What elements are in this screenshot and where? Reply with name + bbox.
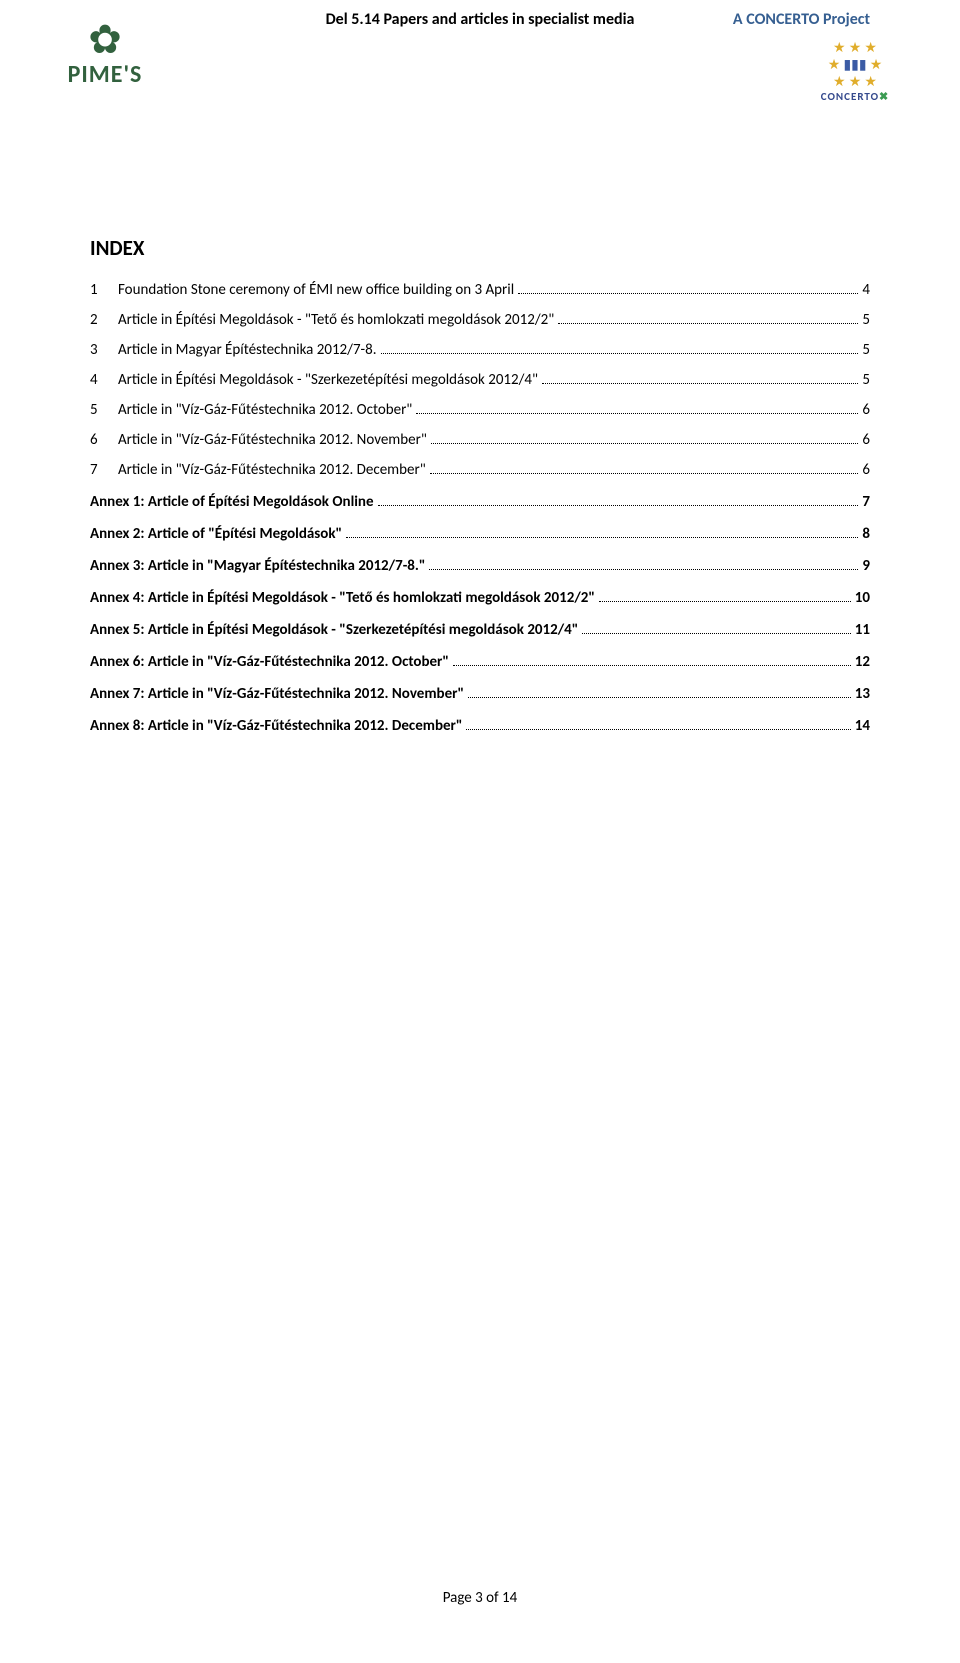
toc-number: 2 [90,311,118,329]
buildings-icon: ▮▮▮ [843,56,866,73]
pimes-logo: ✿ PIME'S [50,20,160,89]
toc-number: 3 [90,341,118,359]
toc-number: 4 [90,371,118,389]
page: Del 5.14 Papers and articles in speciali… [0,0,960,1663]
toc-label: Article in "Víz-Gáz-Fűtéstechnika 2012. … [118,401,412,419]
flower-icon: ✿ [50,20,160,60]
toc-page: 12 [855,653,870,671]
concerto-x-icon: ✖ [879,90,889,103]
toc-leader [582,633,850,634]
toc-page: 13 [855,685,870,703]
toc-label: Foundation Stone ceremony of ÉMI new off… [118,281,514,299]
concerto-word: CONCERTO [821,90,879,103]
toc-label: Annex 6: Article in "Víz-Gáz-Fűtéstechni… [90,653,449,671]
toc-number: 7 [90,461,118,479]
toc-label: Annex 8: Article in "Víz-Gáz-Fűtéstechni… [90,717,462,735]
toc-page: 14 [855,717,870,735]
toc-page: 6 [862,431,870,449]
toc-number: 5 [90,401,118,419]
toc-page: 8 [862,525,870,543]
header-right: A CONCERTO Project [733,10,870,29]
toc-entry: 4 Article in Építési Megoldások - "Szerk… [90,371,870,389]
toc-leader [429,569,858,570]
toc-leader [468,697,851,698]
toc-label: Annex 1: Article of Építési Megoldások O… [90,493,374,511]
toc-label: Annex 3: Article in "Magyar Építéstechni… [90,557,425,575]
toc-page: 6 [862,461,870,479]
toc-annex-entry: Annex 5: Article in Építési Megoldások -… [90,621,870,639]
toc-leader [558,323,858,324]
toc-label: Annex 2: Article of "Építési Megoldások" [90,525,342,543]
toc-label: Annex 5: Article in Építési Megoldások -… [90,621,578,639]
toc-label: Article in "Víz-Gáz-Fűtéstechnika 2012. … [118,431,427,449]
toc-entry: 7 Article in "Víz-Gáz-Fűtéstechnika 2012… [90,461,870,479]
content: INDEX 1 Foundation Stone ceremony of ÉMI… [90,0,870,735]
toc-label: Article in "Víz-Gáz-Fűtéstechnika 2012. … [118,461,426,479]
toc-label: Article in Építési Megoldások - "Szerkez… [118,371,538,389]
toc-annex-entry: Annex 8: Article in "Víz-Gáz-Fűtéstechni… [90,717,870,735]
page-footer: Page 3 of 14 [0,1589,960,1607]
toc-leader [453,665,851,666]
toc-page: 5 [862,371,870,389]
toc-entry: 3 Article in Magyar Építéstechnika 2012/… [90,341,870,359]
toc-entry: 1 Foundation Stone ceremony of ÉMI new o… [90,281,870,299]
toc-page: 11 [855,621,870,639]
toc-page: 7 [862,493,870,511]
toc-entry: 6 Article in "Víz-Gáz-Fűtéstechnika 2012… [90,431,870,449]
toc-leader [466,729,850,730]
pimes-logo-text: PIME'S [50,60,160,89]
toc-annex-entry: Annex 7: Article in "Víz-Gáz-Fűtéstechni… [90,685,870,703]
toc-entry: 2 Article in Építési Megoldások - "Tető … [90,311,870,329]
toc-leader [416,413,858,414]
toc-annex-entry: Annex 1: Article of Építési Megoldások O… [90,493,870,511]
toc-label: Article in Építési Megoldások - "Tető és… [118,311,554,329]
toc-page: 5 [862,341,870,359]
toc-leader [431,443,859,444]
toc-page: 6 [862,401,870,419]
toc-page: 5 [862,311,870,329]
toc-label: Article in Magyar Építéstechnika 2012/7-… [118,341,377,359]
toc-page: 9 [862,557,870,575]
toc-number: 6 [90,431,118,449]
toc-leader [518,293,858,294]
toc-number: 1 [90,281,118,299]
toc-leader [430,473,859,474]
toc-entry: 5 Article in "Víz-Gáz-Fűtéstechnika 2012… [90,401,870,419]
toc-page: 10 [855,589,870,607]
toc-leader [381,353,859,354]
toc-label: Annex 4: Article in Építési Megoldások -… [90,589,595,607]
stars-icon: ★ ★ ★★ ▮▮▮ ★★ ★ ★ [800,40,910,90]
toc-leader [378,505,859,506]
toc-label: Annex 7: Article in "Víz-Gáz-Fűtéstechni… [90,685,464,703]
concerto-logo: ★ ★ ★★ ▮▮▮ ★★ ★ ★ CONCERTO✖ [800,40,910,103]
toc-annex-entry: Annex 2: Article of "Építési Megoldások"… [90,525,870,543]
toc-page: 4 [862,281,870,299]
toc-annex-entry: Annex 3: Article in "Magyar Építéstechni… [90,557,870,575]
toc-annex-entry: Annex 4: Article in Építési Megoldások -… [90,589,870,607]
toc-leader [542,383,858,384]
concerto-logo-text: CONCERTO✖ [800,90,910,103]
index-title: INDEX [90,235,870,261]
toc-leader [346,537,858,538]
toc-annex-entry: Annex 6: Article in "Víz-Gáz-Fűtéstechni… [90,653,870,671]
toc-leader [599,601,851,602]
